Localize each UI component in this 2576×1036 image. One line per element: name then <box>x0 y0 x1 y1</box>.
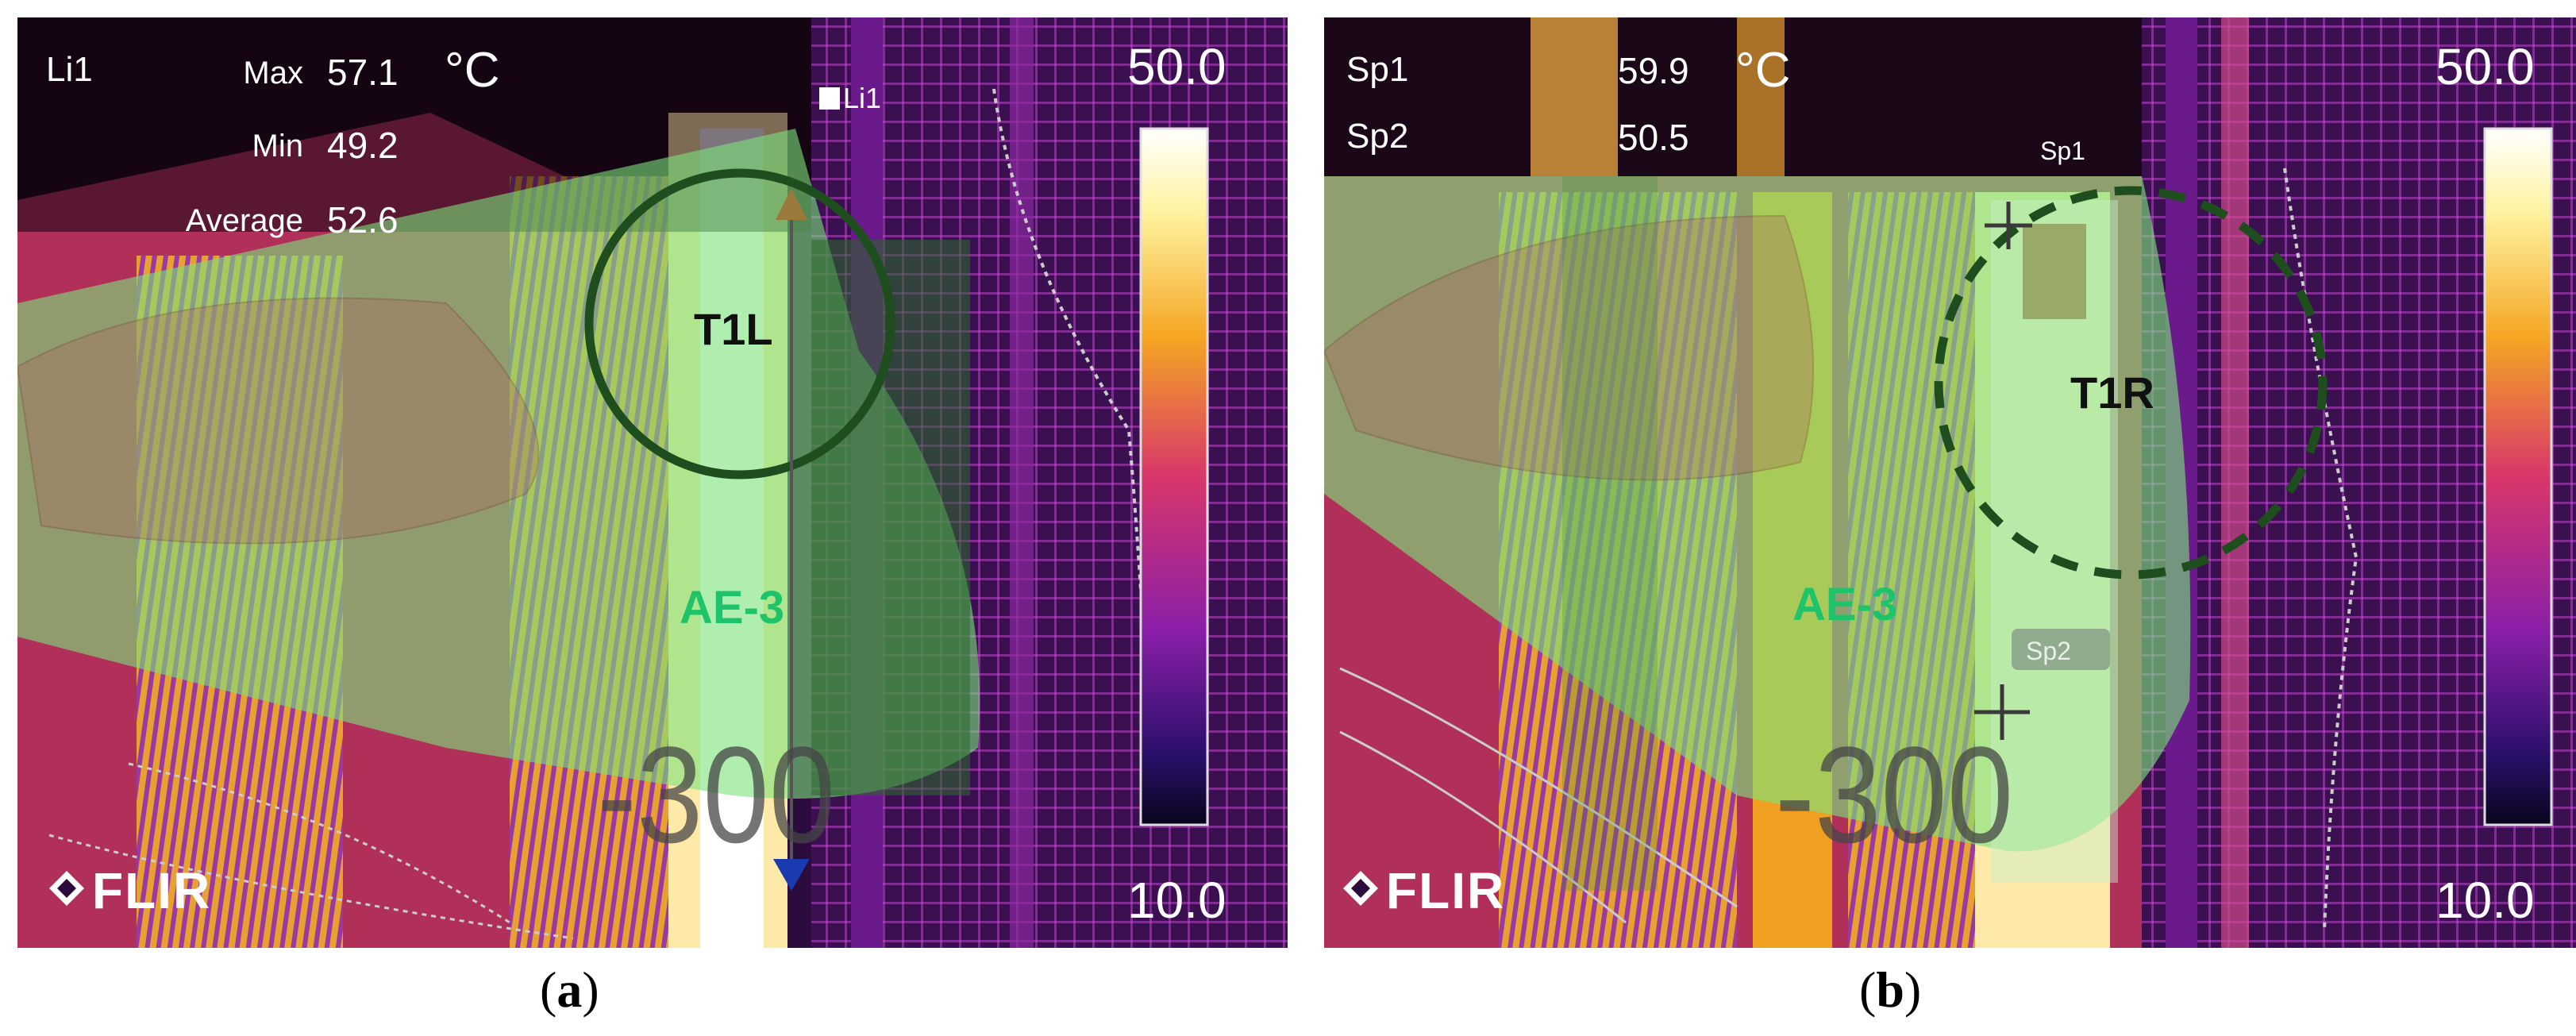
region-label-t1l: T1L <box>694 304 773 354</box>
sp1-crosshair-icon <box>1985 202 2032 249</box>
distance-label: -300 <box>597 718 836 872</box>
readout-unit: °C <box>1735 43 1791 98</box>
distance-label: -300 <box>1775 718 2014 872</box>
region-label-t1r: T1R <box>2070 368 2154 418</box>
readout-row-average-value: 52.6 <box>327 199 399 241</box>
li1-tag: Li1 <box>843 82 882 114</box>
thermal-scene-b <box>1324 17 2576 948</box>
caption-a: (a) <box>540 961 599 1018</box>
t1l-circle <box>584 168 895 479</box>
scale-min-value: 10.0 <box>2435 872 2535 929</box>
color-scale-bar <box>1139 127 1209 826</box>
caption-b: (b) <box>1859 961 1922 1018</box>
area-label-ae3: AE-3 <box>680 582 785 634</box>
readout-row-average-name: Average <box>185 203 303 238</box>
li1-start-marker <box>776 188 807 220</box>
caption-b-letter: b <box>1876 961 1904 1018</box>
sp2-crosshair-icon <box>1974 684 2030 740</box>
flir-logo-icon <box>49 871 84 906</box>
t1r-dashed-circle <box>1934 186 2328 580</box>
area-overlay-b <box>1324 176 2191 852</box>
readout-label: Li1 <box>46 50 93 89</box>
readout-row-min-value: 49.2 <box>327 125 399 166</box>
thermal-scene-a <box>17 17 1288 948</box>
readout-row-sp2-value: 50.5 <box>1618 117 1689 158</box>
readout-row-sp2-name: Sp2 <box>1346 117 1409 156</box>
color-scale-bar <box>2483 127 2553 826</box>
sp2-tag: Sp2 <box>2026 637 2071 665</box>
area-label-ae3: AE-3 <box>1792 579 1898 630</box>
flir-logo-icon <box>1343 871 1378 906</box>
scale-max-value: 50.0 <box>1127 38 1226 95</box>
readout-row-min-name: Min <box>252 129 303 164</box>
sp1-tag: Sp1 <box>2040 137 2085 165</box>
area-overlay-a <box>17 129 980 799</box>
scale-max-value: 50.0 <box>2435 38 2535 95</box>
thermal-image-a: Li1 Max 57.1 Min 49.2 Average 52.6 °C Li… <box>17 17 1288 948</box>
thermal-image-b: Sp1 59.9 Sp2 50.5 °C Sp1 Sp2 T1R AE-3 -3… <box>1324 17 2576 948</box>
flir-brand: FLIR <box>92 862 212 919</box>
readout-row-sp1-name: Sp1 <box>1346 50 1409 89</box>
readout-unit: °C <box>445 43 500 98</box>
readout-row-max-name: Max <box>243 56 303 91</box>
sp2-tag-box <box>2012 629 2110 670</box>
readout-row-max-value: 57.1 <box>327 52 399 93</box>
li1-end-marker <box>773 859 810 891</box>
scale-min-value: 10.0 <box>1127 872 1226 929</box>
flir-brand: FLIR <box>1386 862 1506 919</box>
caption-a-letter: a <box>556 961 583 1018</box>
readout-row-sp1-value: 59.9 <box>1618 50 1689 91</box>
